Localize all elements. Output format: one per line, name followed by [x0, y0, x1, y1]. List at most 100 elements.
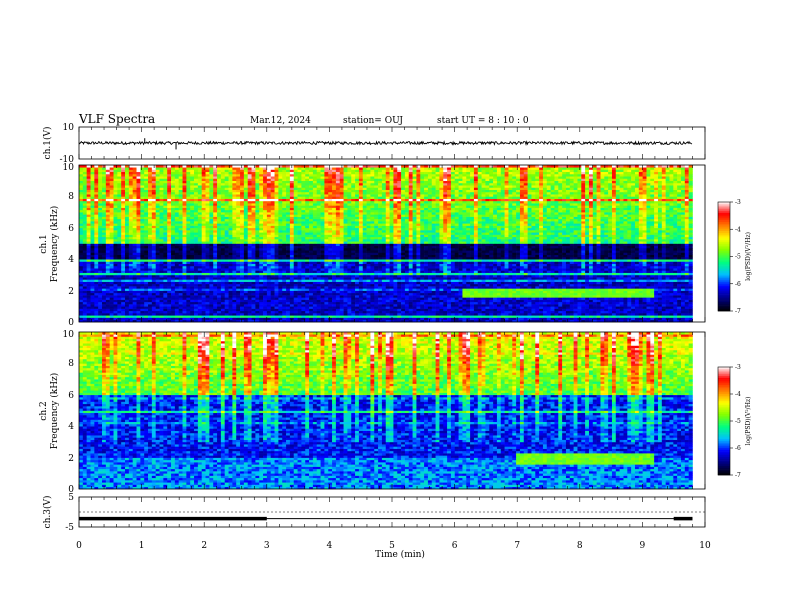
spectrogram-cell [206, 311, 210, 314]
spectrogram-cell [183, 313, 187, 316]
spectrogram-cell [581, 304, 585, 307]
spectrogram-cell [252, 261, 256, 264]
spectrogram-cell [133, 259, 137, 262]
spectrogram-cell [397, 255, 401, 258]
spectrogram-cell [179, 252, 183, 255]
spectrogram-cell [183, 288, 187, 291]
spectrogram-cell [593, 257, 597, 260]
spectrogram-cell [290, 268, 294, 271]
spectrogram-cell [658, 309, 662, 312]
spectrogram-cell [87, 257, 91, 260]
spectrogram-cell [202, 315, 206, 318]
spectrogram-cell [459, 279, 463, 282]
spectrogram-cell [673, 297, 677, 300]
spectrogram-cell [531, 261, 535, 264]
spectrogram-cell [451, 295, 455, 298]
spectrogram-cell [286, 291, 290, 294]
spectrogram-cell [267, 291, 271, 294]
spectrogram-cell [639, 295, 643, 298]
spectrogram-cell [585, 261, 589, 264]
spectrogram-cell [305, 252, 309, 255]
spectrogram-cell [620, 277, 624, 280]
spectrogram-cell [98, 288, 102, 291]
spectrogram-cell [470, 255, 474, 258]
spectrogram-cell [229, 255, 233, 258]
spectrogram-cell [516, 275, 520, 278]
spectrogram-cell [121, 259, 125, 262]
spectrogram-cell [462, 275, 466, 278]
spectrogram-cell [566, 261, 570, 264]
spectrogram-cell [225, 275, 229, 278]
spectrogram-cell [505, 295, 509, 298]
spectrogram-cell [443, 295, 447, 298]
spectrogram-cell [516, 313, 520, 316]
spectrogram-cell [125, 284, 129, 287]
spectrogram-cell [129, 313, 133, 316]
spectrogram-cell [677, 309, 681, 312]
spectrogram-cell [485, 309, 489, 312]
spectrogram-cell [570, 259, 574, 262]
spectrogram-cell [405, 259, 409, 262]
spectrogram-cell [466, 297, 470, 300]
spectrogram-cell [91, 302, 95, 305]
spectrogram-cell [643, 257, 647, 260]
spectrogram-cell [98, 293, 102, 296]
spectrogram-cell [324, 306, 328, 309]
spectrogram-cell [102, 304, 106, 307]
spectrogram-cell [428, 268, 432, 271]
spectrogram-cell [508, 255, 512, 258]
spectrogram-cell [179, 288, 183, 291]
spectrogram-cell [340, 252, 344, 255]
spectrogram-cell [520, 264, 524, 267]
spectrogram-cell [183, 297, 187, 300]
spectrogram-cell [478, 284, 482, 287]
spectrogram-cell [393, 300, 397, 303]
spectrogram-cell [397, 257, 401, 260]
spectrogram-cell [175, 275, 179, 278]
spectrogram-cell [635, 282, 639, 285]
spectrogram-cell [160, 252, 164, 255]
spectrogram-cell [539, 273, 543, 276]
spectrogram-cell [163, 275, 167, 278]
spectrogram-cell [493, 306, 497, 309]
spectrogram-cell [317, 282, 321, 285]
spectrogram-cell [516, 282, 520, 285]
spectrogram-cell [156, 309, 160, 312]
spectrogram-cell [501, 311, 505, 314]
spectrogram-cell [221, 284, 225, 287]
spectrogram-cell [152, 315, 156, 318]
spectrogram-cell [255, 268, 259, 271]
spectrogram-cell [106, 252, 110, 255]
spectrogram-cell [393, 304, 397, 307]
spectrogram-cell [209, 297, 213, 300]
spectrogram-cell [662, 306, 666, 309]
spectrogram-cell [577, 286, 581, 289]
spectrogram-cell [225, 255, 229, 258]
spectrogram-cell [386, 275, 390, 278]
spectrogram-cell [117, 257, 121, 260]
spectrogram-cell [309, 273, 313, 276]
spectrogram-cell [543, 304, 547, 307]
spectrogram-cell [646, 268, 650, 271]
spectrogram-cell [328, 284, 332, 287]
spectrogram-cell [102, 282, 106, 285]
spectrogram-cell [324, 255, 328, 258]
spectrogram-cell [156, 295, 160, 298]
spectrogram-cell [286, 282, 290, 285]
spectrogram-cell [83, 264, 87, 267]
spectrogram-cell [332, 313, 336, 316]
spectrogram-cell [508, 261, 512, 264]
spectrogram-cell [416, 282, 420, 285]
spectrogram-cell [489, 300, 493, 303]
spectrogram-cell [378, 284, 382, 287]
spectrogram-cell [106, 315, 110, 318]
spectrogram-cell [328, 261, 332, 264]
spectrogram-cell [420, 315, 424, 318]
spectrogram-cell [206, 266, 210, 269]
spectrogram-cell [309, 293, 313, 296]
spectrogram-cell [597, 264, 601, 267]
spectrogram-cell [290, 297, 294, 300]
spectrogram-cell [485, 277, 489, 280]
spectrogram-cell [378, 288, 382, 291]
spectrogram-cell [79, 275, 83, 278]
